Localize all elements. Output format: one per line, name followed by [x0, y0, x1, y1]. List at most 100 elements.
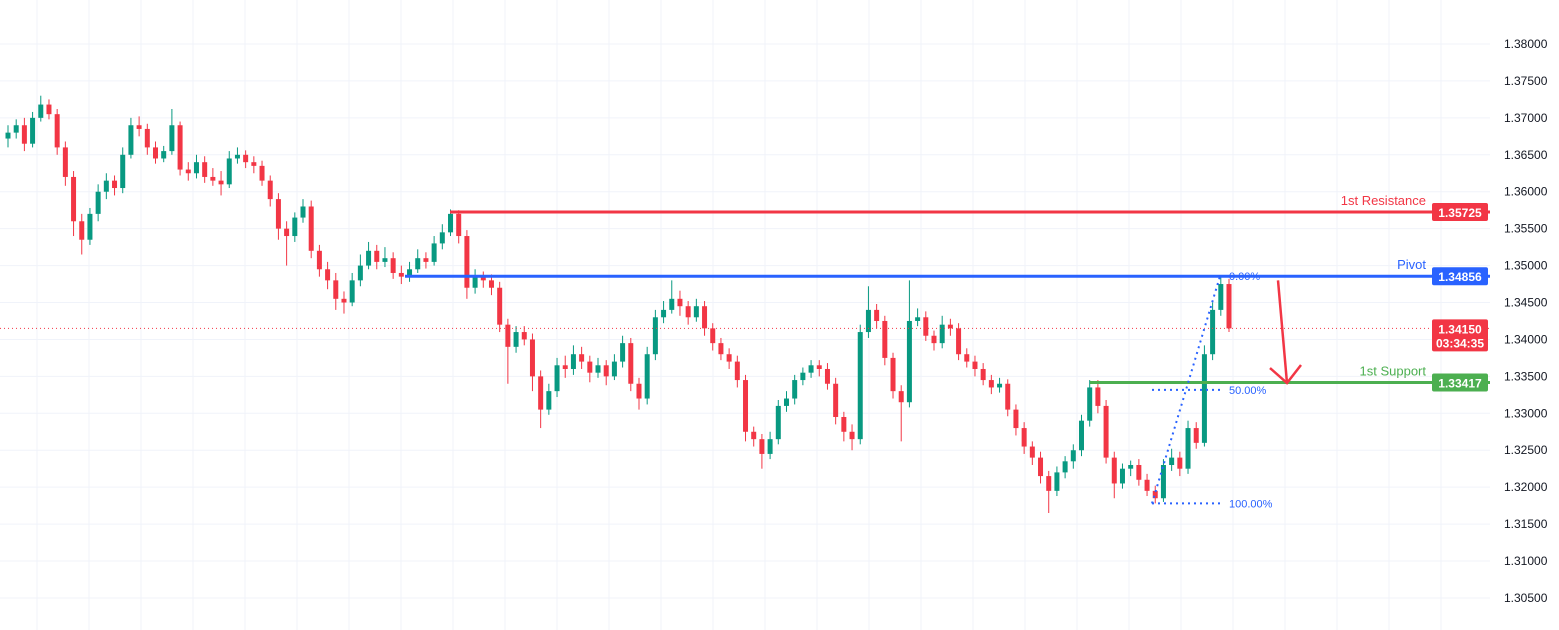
- candle: [546, 383, 552, 415]
- candle-body: [980, 368, 986, 381]
- candle-body: [308, 206, 314, 251]
- candle-body: [1119, 468, 1125, 484]
- candle-body: [661, 309, 667, 318]
- candle: [87, 207, 93, 245]
- candle-body: [87, 213, 93, 240]
- candle: [120, 147, 126, 194]
- candle: [956, 323, 962, 361]
- candle-body: [1095, 387, 1101, 406]
- price-tick-label: 1.34500: [1504, 296, 1548, 310]
- candle-body: [702, 306, 708, 329]
- arrow-down-icon[interactable]: [1276, 280, 1289, 384]
- candle-body: [382, 258, 388, 262]
- candle-body: [800, 372, 806, 381]
- candle: [718, 337, 724, 361]
- candle: [1128, 460, 1134, 477]
- price-tick-label: 1.32000: [1504, 480, 1548, 494]
- candle-body: [743, 380, 749, 432]
- candle-body: [841, 416, 847, 432]
- drawings[interactable]: 1st Resistance Pivot 1st Support 0.00% 50.00…: [0, 193, 1490, 510]
- candle: [1185, 420, 1191, 474]
- candle-body: [792, 380, 798, 399]
- candle: [906, 280, 912, 408]
- candle: [54, 108, 60, 155]
- candle-body: [857, 332, 863, 440]
- candle: [5, 125, 11, 148]
- candle: [193, 154, 199, 179]
- candle-body: [997, 383, 1003, 388]
- candle-body: [816, 365, 822, 369]
- candle: [1054, 466, 1060, 497]
- candle-body: [243, 154, 249, 163]
- candle: [349, 272, 355, 307]
- level-price-tag-text: 1.34856: [1438, 270, 1482, 284]
- candle: [816, 360, 822, 377]
- candle: [202, 156, 208, 183]
- candle-body: [775, 405, 781, 440]
- candle-body: [693, 306, 699, 318]
- candle-body: [726, 354, 732, 362]
- candle-body: [964, 354, 970, 362]
- candle: [1103, 400, 1109, 464]
- candle: [488, 274, 494, 296]
- candle-body: [882, 320, 888, 358]
- candle: [366, 241, 372, 270]
- candle: [448, 209, 454, 237]
- candle: [1160, 459, 1166, 502]
- candle: [636, 377, 642, 410]
- fib-level-label: 50.00%: [1229, 385, 1267, 397]
- candle: [38, 95, 44, 122]
- candle-body: [62, 147, 68, 177]
- candle: [620, 335, 626, 368]
- candle-body: [628, 343, 634, 384]
- candle-body: [521, 332, 527, 340]
- candle-body: [1054, 472, 1060, 491]
- candle-body: [398, 272, 404, 277]
- candle-body: [570, 354, 576, 369]
- candle-body: [333, 280, 339, 299]
- candle-body: [210, 176, 216, 181]
- candle-body: [103, 180, 109, 192]
- candle: [743, 374, 749, 442]
- candle-body: [1029, 446, 1035, 458]
- price-tick-label: 1.37500: [1504, 74, 1548, 88]
- candle: [1119, 463, 1125, 489]
- candle-body: [783, 398, 789, 406]
- candle-body: [931, 335, 937, 344]
- candle: [693, 298, 699, 322]
- level-price-tag-text: 1.35725: [1438, 206, 1482, 220]
- candle-body: [915, 317, 921, 321]
- price-axis-background: [1490, 0, 1559, 630]
- candle: [669, 280, 675, 314]
- candle: [46, 99, 52, 120]
- candle-body: [79, 221, 85, 240]
- candle-body: [529, 339, 535, 377]
- candle-body: [431, 243, 437, 262]
- candle: [1070, 444, 1076, 469]
- candle-body: [874, 309, 880, 321]
- candle-body: [54, 114, 60, 148]
- current-price-tag-text: 1.34150: [1438, 322, 1482, 336]
- candle: [644, 346, 650, 405]
- candle: [357, 254, 363, 287]
- candle-body: [906, 320, 912, 403]
- candle: [21, 117, 27, 152]
- candle-body: [226, 158, 232, 185]
- candle: [923, 311, 929, 341]
- candle-body: [275, 199, 281, 229]
- candle: [382, 247, 388, 268]
- candle: [284, 221, 290, 266]
- candle: [677, 290, 683, 316]
- candle-body: [374, 250, 380, 262]
- candle: [456, 210, 462, 244]
- candle-body: [259, 165, 265, 181]
- candle: [234, 147, 240, 164]
- candle: [513, 326, 519, 353]
- candle: [128, 117, 134, 159]
- candle: [890, 352, 896, 399]
- candle: [161, 145, 167, 163]
- price-axis[interactable]: 1.38000 1.37500 1.37000 1.36500 1.36000 1.355…: [1490, 0, 1559, 630]
- candle: [841, 411, 847, 442]
- candle: [898, 385, 904, 442]
